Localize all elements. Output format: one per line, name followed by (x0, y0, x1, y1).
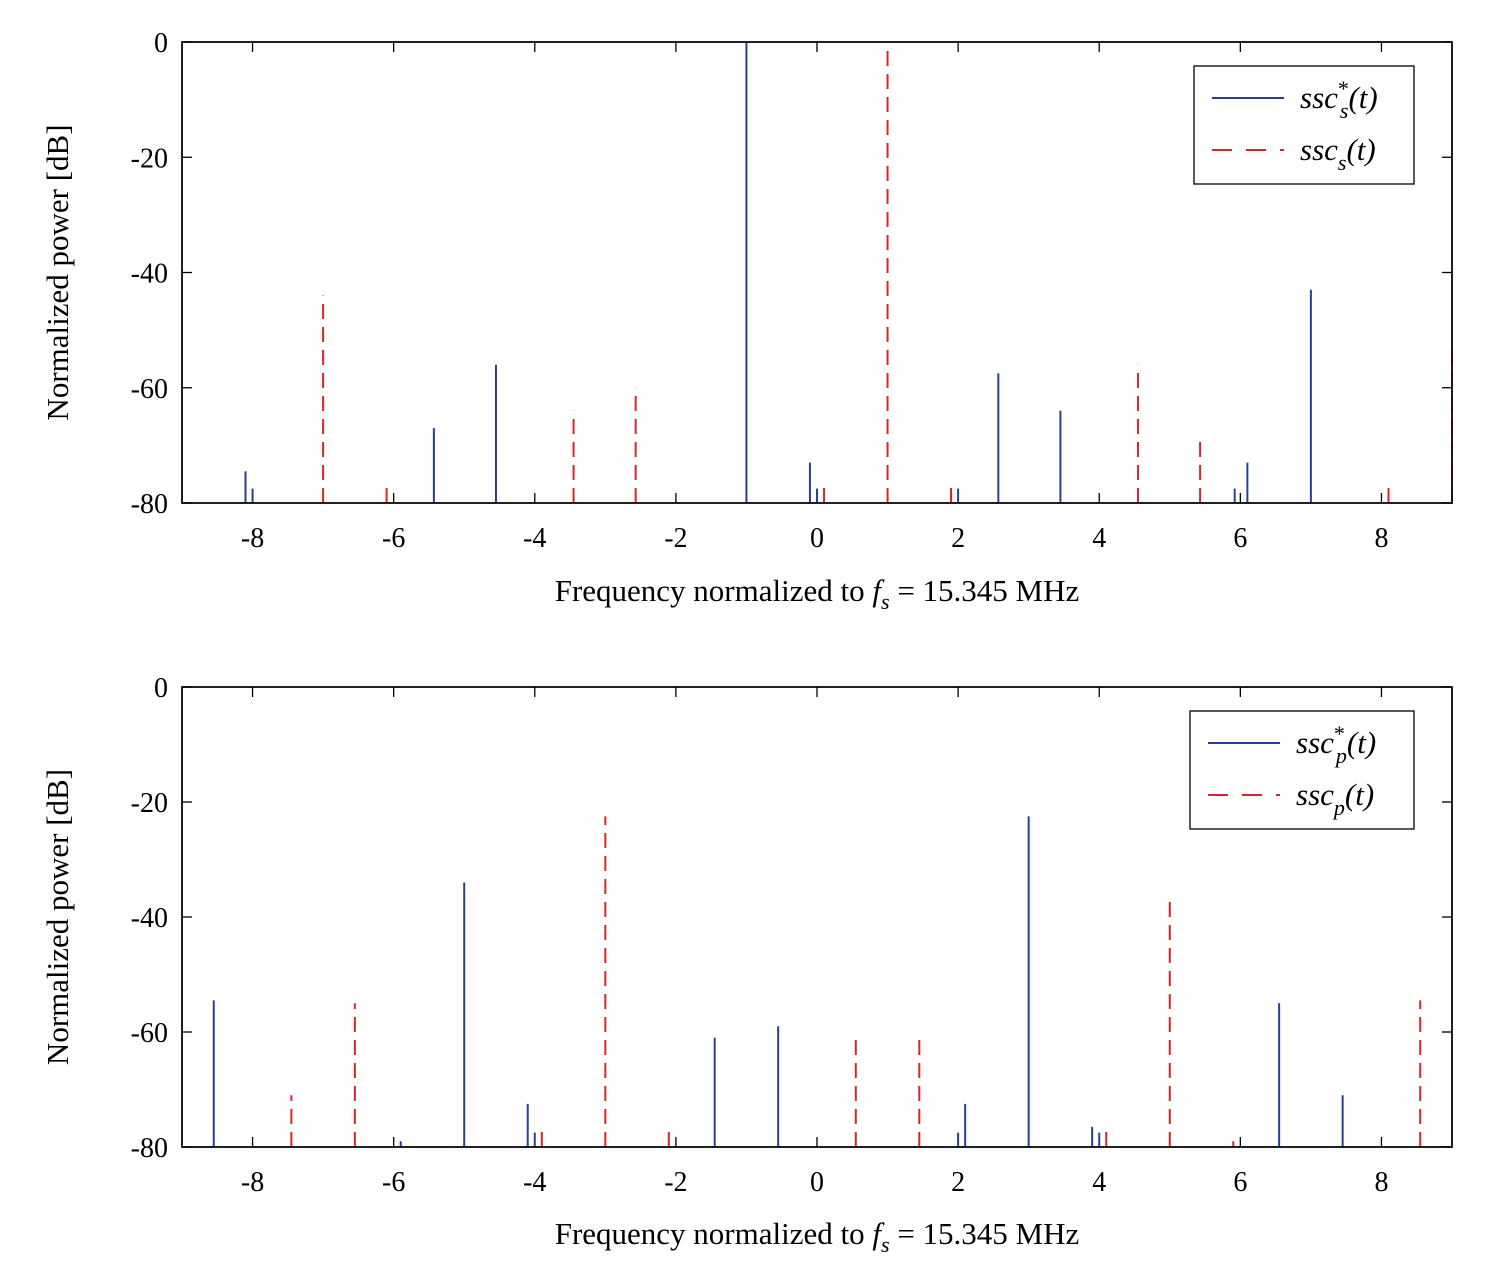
x-tick-label: 4 (1092, 523, 1106, 554)
x-tick-label: 0 (810, 523, 824, 554)
x-tick-label: -6 (382, 1167, 405, 1198)
x-tick-label: 4 (1092, 1167, 1106, 1198)
plot-frame (181, 41, 1453, 504)
y-axis-label: Normalized power [dB] (40, 769, 75, 1065)
legend-label-2: sscs(t) (1300, 132, 1376, 175)
legend-box (1193, 65, 1415, 185)
legend-label-2: sscp(t) (1296, 777, 1374, 820)
series-ssc_p(t) (290, 816, 1422, 1147)
y-tick-label: -20 (131, 788, 168, 819)
y-tick-label: 0 (154, 28, 168, 59)
x-tick-label: 6 (1233, 523, 1247, 554)
x-tick-label: 0 (810, 1167, 824, 1198)
legend-label-1: ssc* s(t) (1300, 76, 1378, 123)
x-tick-label: 8 (1374, 1167, 1388, 1198)
series-ssc*_p(t) (212, 816, 1344, 1147)
x-tick-label: -8 (241, 523, 264, 554)
y-tick-label: -60 (131, 1018, 168, 1049)
y-tick-label: -40 (131, 259, 168, 290)
x-axis-label: Frequency normalized to fs = 15.345 MHz (555, 1216, 1080, 1257)
x-tick-label: -8 (241, 1167, 264, 1198)
plot-frame (181, 686, 1453, 1148)
legend-box (1189, 710, 1415, 830)
y-tick-label: -80 (131, 489, 168, 520)
y-tick-label: 0 (154, 673, 168, 704)
x-tick-label: -6 (382, 523, 405, 554)
legend-label-1: ssc* p(t) (1296, 721, 1376, 768)
x-tick-label: -2 (664, 523, 687, 554)
y-tick-label: -20 (131, 143, 168, 174)
x-tick-label: 2 (951, 1167, 965, 1198)
y-tick-label: -60 (131, 374, 168, 405)
x-tick-label: 2 (951, 523, 965, 554)
x-tick-label: -4 (523, 1167, 546, 1198)
y-tick-label: -40 (131, 903, 168, 934)
x-tick-label: 8 (1374, 523, 1388, 554)
legend: ssc* p(t) sscp(t) (1189, 710, 1415, 830)
x-tick-label: 6 (1233, 1167, 1247, 1198)
series-ssc*_s(t) (244, 42, 1312, 503)
y-axis-label: Normalized power [dB] (40, 124, 75, 420)
x-tick-label: -2 (664, 1167, 687, 1198)
x-tick-label: -4 (523, 523, 546, 554)
legend: ssc* s(t) sscs(t) (1193, 65, 1415, 185)
y-tick-label: -80 (131, 1133, 168, 1164)
x-axis-label: Frequency normalized to fs = 15.345 MHz (555, 573, 1080, 614)
